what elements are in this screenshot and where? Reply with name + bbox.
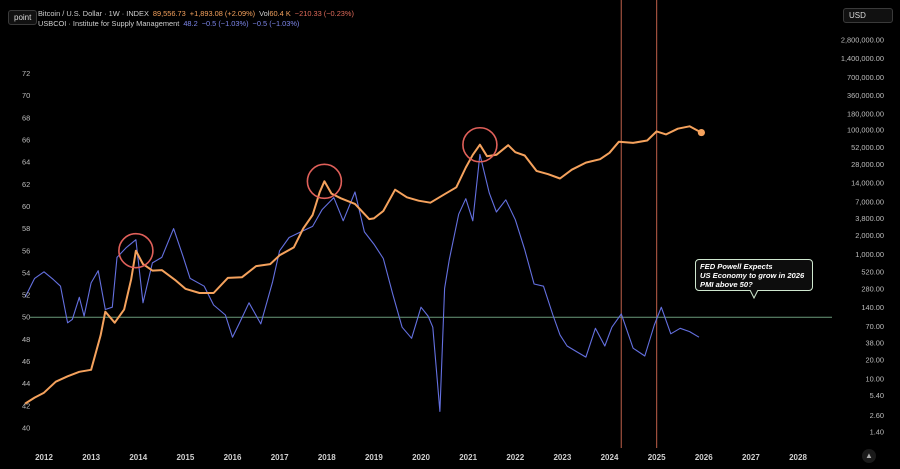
- highlight-circle-0: [118, 232, 154, 269]
- left-axis-tick-48: 48: [22, 335, 30, 344]
- x-axis-tick-2026: 2026: [695, 453, 713, 462]
- left-axis-tick-68: 68: [22, 113, 30, 122]
- currency-button[interactable]: USD: [843, 8, 893, 23]
- right-axis-tick-13: 520.00: [861, 268, 884, 277]
- right-axis-tick-2: 700,000.00: [847, 73, 884, 82]
- right-axis-tick-19: 10.00: [866, 374, 885, 383]
- right-axis-tick-15: 140.00: [861, 303, 884, 312]
- right-axis-tick-18: 20.00: [866, 356, 885, 365]
- x-axis-tick-2023: 2023: [553, 453, 571, 462]
- highlight-circles-layer: [118, 126, 498, 269]
- left-axis-tick-66: 66: [22, 135, 30, 144]
- legend-pmi-change1: −0.5 (−1.03%): [201, 19, 249, 28]
- right-axis-tick-7: 28,000.00: [851, 160, 884, 169]
- left-axis-tick-60: 60: [22, 202, 30, 211]
- right-axis-tick-0: 2,800,000.00: [841, 36, 884, 45]
- x-axis-tick-2014: 2014: [129, 453, 147, 462]
- x-axis-tick-2025: 2025: [648, 453, 666, 462]
- highlight-circle-1: [306, 163, 343, 200]
- legend-bitcoin[interactable]: Bitcoin / U.S. Dollar · 1W · INDEX 89,556…: [38, 9, 358, 19]
- legend-bitcoin-symbol: Bitcoin / U.S. Dollar · 1W · INDEX: [38, 9, 149, 18]
- x-axis-tick-2021: 2021: [459, 453, 477, 462]
- left-axis-tick-72: 72: [22, 69, 30, 78]
- left-axis-tick-40: 40: [22, 424, 30, 433]
- x-axis-tick-2016: 2016: [224, 453, 242, 462]
- right-axis-tick-6: 52,000.00: [851, 143, 884, 152]
- annotation-line-2: US Economy to grow in 2026: [700, 271, 805, 280]
- right-axis-tick-9: 7,000.00: [855, 197, 884, 206]
- legend-pmi-value: 48.2: [183, 19, 198, 28]
- right-axis-tick-14: 280.00: [861, 284, 884, 293]
- right-axis-tick-8: 14,000.00: [851, 179, 884, 188]
- scale-mode-button[interactable]: point: [8, 10, 38, 25]
- annotation-line-3: PMI above 50?: [700, 280, 753, 289]
- right-axis-tick-1: 1,400,000.00: [841, 54, 884, 63]
- left-axis-tick-44: 44: [22, 379, 30, 388]
- pmi-line: [24, 153, 700, 412]
- x-axis-tick-2017: 2017: [271, 453, 289, 462]
- legend-vol-label: Vol: [259, 9, 270, 18]
- right-axis[interactable]: 2,800,000.00 1,400,000.00 700,000.00 360,00…: [841, 36, 884, 437]
- legend-pmi-symbol: USBCOI · Institute for Supply Management: [38, 19, 180, 28]
- left-axis-tick-56: 56: [22, 246, 30, 255]
- x-axis-tick-2013: 2013: [82, 453, 100, 462]
- legend-vol-change: −210.33 (−0.23%): [294, 9, 354, 18]
- left-axis-tick-58: 58: [22, 224, 30, 233]
- right-axis-tick-12: 1,000.00: [855, 250, 884, 259]
- x-axis-tick-2022: 2022: [506, 453, 524, 462]
- left-axis[interactable]: 40 42 44 46 48 50 52 54 56 58 60 62 64 66 68 70 72: [22, 69, 30, 433]
- annotation-callout[interactable]: FED Powell Expects US Economy to grow in…: [695, 259, 813, 291]
- right-axis-tick-5: 100,000.00: [847, 126, 884, 135]
- x-axis-tick-2027: 2027: [742, 453, 760, 462]
- x-axis-tick-2024: 2024: [601, 453, 619, 462]
- x-axis-tick-2028: 2028: [789, 453, 807, 462]
- x-axis-tick-2015: 2015: [176, 453, 194, 462]
- left-axis-tick-54: 54: [22, 268, 30, 277]
- legend-vol-value: 60.4 K: [269, 9, 291, 18]
- bitcoin-price-line: [24, 125, 702, 405]
- x-axis-tick-2020: 2020: [412, 453, 430, 462]
- legend-pmi-change2: −0.5 (−1.03%): [252, 19, 300, 28]
- right-axis-tick-16: 70.00: [866, 322, 885, 331]
- chevron-up-icon[interactable]: ▲: [862, 449, 876, 463]
- left-axis-tick-50: 50: [22, 313, 30, 322]
- left-axis-tick-70: 70: [22, 91, 30, 100]
- annotation-pointer: [749, 290, 759, 300]
- left-axis-tick-64: 64: [22, 158, 30, 167]
- left-axis-tick-52: 52: [22, 291, 30, 300]
- highlight-circle-2: [462, 126, 498, 163]
- right-axis-tick-11: 2,000.00: [855, 231, 884, 240]
- right-axis-tick-21: 2.60: [870, 411, 884, 420]
- right-axis-tick-3: 360,000.00: [847, 91, 884, 100]
- legend-bitcoin-change: +1,893.08 (+2.09%): [189, 9, 256, 18]
- x-axis[interactable]: 2012 2013 2014 2015 2016 2017 2018 2019 2020 2021…: [35, 453, 807, 462]
- annotation-line-1: FED Powell Expects: [700, 262, 773, 271]
- right-axis-tick-10: 3,800.00: [855, 214, 884, 223]
- left-axis-tick-42: 42: [22, 401, 30, 410]
- right-axis-tick-17: 38.00: [866, 338, 885, 347]
- bitcoin-series-layer: [24, 125, 705, 405]
- left-axis-tick-46: 46: [22, 357, 30, 366]
- left-axis-tick-62: 62: [22, 180, 30, 189]
- right-axis-tick-20: 5.40: [870, 391, 884, 400]
- legend-bitcoin-price: 89,556.73: [152, 9, 186, 18]
- pmi-series-layer: [24, 153, 700, 412]
- x-axis-tick-2012: 2012: [35, 453, 53, 462]
- x-axis-tick-2019: 2019: [365, 453, 383, 462]
- x-axis-tick-2018: 2018: [318, 453, 336, 462]
- vertical-markers-layer: [620, 0, 658, 448]
- legend-pmi[interactable]: USBCOI · Institute for Supply Management…: [38, 19, 303, 29]
- right-axis-tick-4: 180,000.00: [847, 110, 884, 119]
- bitcoin-last-price-dot: [697, 128, 705, 137]
- right-axis-tick-22: 1.40: [870, 428, 884, 437]
